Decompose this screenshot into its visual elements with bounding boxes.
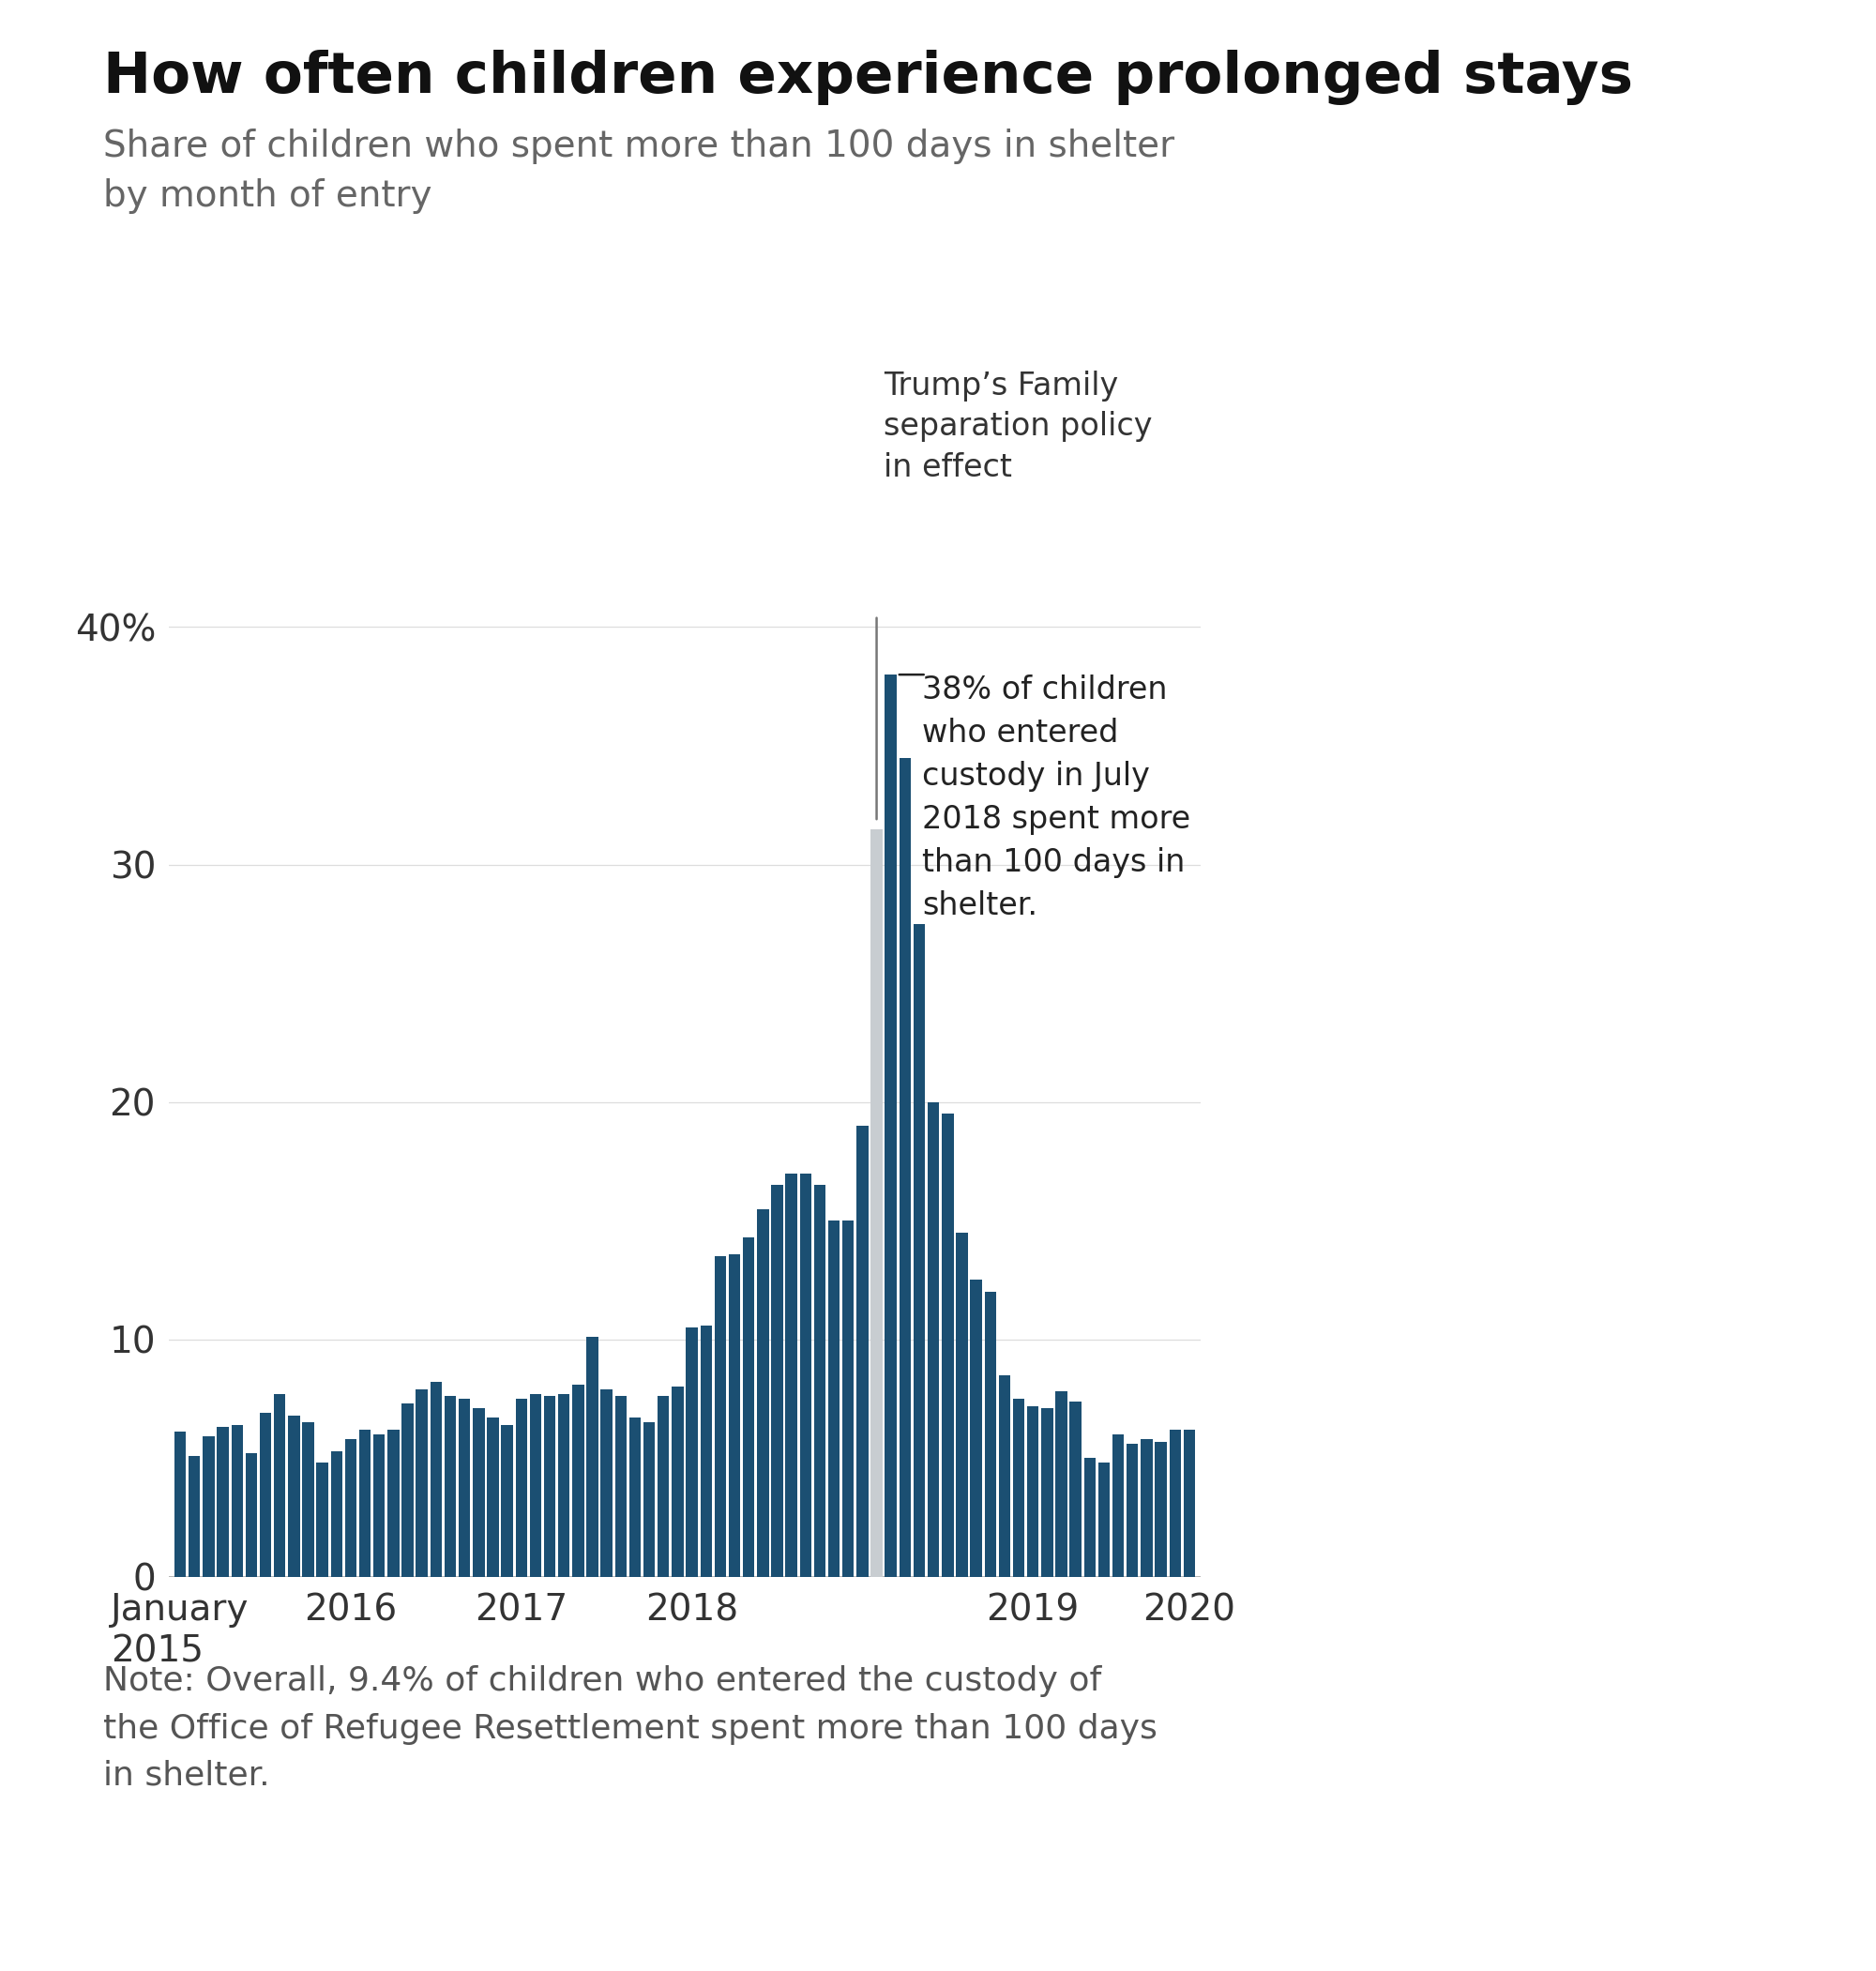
Bar bbox=[700, 1325, 711, 1577]
Bar bbox=[827, 1220, 840, 1577]
Bar bbox=[1184, 1429, 1195, 1577]
Bar bbox=[445, 1395, 456, 1577]
Bar bbox=[643, 1423, 655, 1577]
Bar bbox=[914, 924, 925, 1577]
Bar bbox=[246, 1453, 257, 1577]
Bar bbox=[572, 1384, 583, 1577]
Bar bbox=[544, 1395, 555, 1577]
Bar bbox=[302, 1423, 313, 1577]
Bar bbox=[857, 1125, 869, 1577]
Bar bbox=[458, 1399, 471, 1577]
Bar bbox=[1156, 1441, 1167, 1577]
Bar bbox=[728, 1254, 741, 1577]
Bar bbox=[529, 1393, 542, 1577]
Bar bbox=[358, 1429, 371, 1577]
Bar bbox=[1028, 1405, 1039, 1577]
Bar bbox=[1097, 1462, 1111, 1577]
Bar bbox=[430, 1382, 443, 1577]
Bar bbox=[289, 1415, 300, 1577]
Bar bbox=[985, 1291, 996, 1577]
Bar bbox=[259, 1413, 272, 1577]
Bar bbox=[373, 1435, 385, 1577]
Bar bbox=[1069, 1401, 1081, 1577]
Bar bbox=[345, 1439, 356, 1577]
Bar bbox=[743, 1238, 754, 1577]
Bar bbox=[1056, 1392, 1067, 1577]
Bar bbox=[899, 757, 912, 1577]
Text: Note: Overall, 9.4% of children who entered the custody of
the Office of Refugee: Note: Overall, 9.4% of children who ente… bbox=[103, 1665, 1157, 1792]
Bar bbox=[600, 1390, 612, 1577]
Bar bbox=[516, 1399, 527, 1577]
Bar bbox=[317, 1462, 328, 1577]
Bar bbox=[957, 1232, 968, 1577]
Bar bbox=[1112, 1435, 1124, 1577]
Bar bbox=[203, 1437, 214, 1577]
Bar bbox=[401, 1403, 413, 1577]
Bar bbox=[758, 1208, 769, 1577]
Bar bbox=[658, 1395, 670, 1577]
Bar bbox=[799, 1173, 810, 1577]
Text: Share of children who spent more than 100 days in shelter
by month of entry: Share of children who spent more than 10… bbox=[103, 128, 1174, 213]
Bar bbox=[628, 1417, 642, 1577]
Bar bbox=[473, 1407, 484, 1577]
Bar bbox=[1169, 1429, 1180, 1577]
Bar bbox=[388, 1429, 400, 1577]
Bar bbox=[174, 1433, 186, 1577]
Bar bbox=[488, 1417, 499, 1577]
Bar bbox=[998, 1376, 1011, 1577]
Text: 38% of children
who entered
custody in July
2018 spent more
than 100 days in
she: 38% of children who entered custody in J… bbox=[923, 674, 1191, 920]
Bar bbox=[927, 1102, 940, 1577]
Bar bbox=[786, 1173, 797, 1577]
Bar bbox=[672, 1388, 683, 1577]
Bar bbox=[842, 1220, 854, 1577]
Bar bbox=[1127, 1445, 1139, 1577]
Bar bbox=[231, 1425, 242, 1577]
Bar bbox=[885, 674, 897, 1577]
Bar bbox=[501, 1425, 512, 1577]
Bar bbox=[870, 830, 882, 1577]
Bar bbox=[559, 1393, 570, 1577]
Bar bbox=[218, 1427, 229, 1577]
Bar bbox=[330, 1451, 343, 1577]
Bar bbox=[615, 1395, 627, 1577]
Bar bbox=[771, 1185, 782, 1577]
Bar bbox=[687, 1328, 698, 1577]
Bar bbox=[274, 1393, 285, 1577]
Bar bbox=[1141, 1439, 1152, 1577]
Bar bbox=[942, 1114, 953, 1577]
Bar bbox=[587, 1336, 598, 1577]
Bar bbox=[970, 1279, 981, 1577]
Bar bbox=[189, 1457, 201, 1577]
Bar bbox=[814, 1185, 825, 1577]
Bar bbox=[1041, 1407, 1052, 1577]
Bar bbox=[1013, 1399, 1024, 1577]
Bar bbox=[715, 1256, 726, 1577]
Text: How often children experience prolonged stays: How often children experience prolonged … bbox=[103, 49, 1632, 104]
Text: Trump’s Family
separation policy
in effect: Trump’s Family separation policy in effe… bbox=[884, 371, 1152, 483]
Bar bbox=[1084, 1459, 1096, 1577]
Bar bbox=[416, 1390, 428, 1577]
